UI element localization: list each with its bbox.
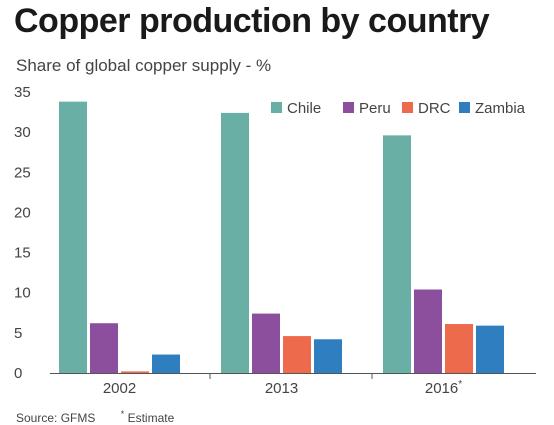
bar-peru-2016 bbox=[414, 289, 442, 373]
y-tick-label: 15 bbox=[14, 245, 31, 262]
bar-zambia-2002 bbox=[152, 354, 180, 373]
legend-swatch-chile bbox=[271, 102, 282, 113]
estimate-marker: * bbox=[120, 409, 125, 419]
y-tick-label: 30 bbox=[14, 124, 31, 141]
estimate-label: Estimate bbox=[127, 411, 175, 425]
legend-swatch-zambia bbox=[459, 102, 470, 113]
x-tick-label: 2002 bbox=[103, 380, 136, 397]
estimate-note: * Estimate bbox=[120, 409, 175, 425]
bar-drc-2002 bbox=[121, 371, 149, 373]
bar-chile-2002 bbox=[59, 101, 87, 374]
legend-label-drc: DRC bbox=[418, 100, 451, 117]
bar-peru-2013 bbox=[252, 313, 280, 373]
chart-footer: Source: GFMS * Estimate bbox=[16, 409, 174, 425]
x-tick-label: 2016* bbox=[425, 379, 462, 397]
bar-drc-2013 bbox=[283, 336, 311, 373]
bar-chile-2013 bbox=[221, 112, 249, 374]
legend-label-peru: Peru bbox=[359, 100, 391, 117]
bar-drc-2016 bbox=[445, 324, 473, 373]
legend-swatch-peru bbox=[343, 102, 354, 113]
y-tick-label: 5 bbox=[14, 325, 22, 342]
y-tick-label: 35 bbox=[14, 84, 31, 101]
legend-label-chile: Chile bbox=[287, 100, 321, 117]
chart-subtitle: Share of global copper supply - % bbox=[16, 56, 272, 75]
bar-chile-2016 bbox=[383, 135, 411, 373]
y-tick-label: 20 bbox=[14, 204, 31, 221]
bar-zambia-2016 bbox=[476, 325, 504, 373]
bar-peru-2002 bbox=[90, 323, 118, 373]
x-tick-label: 2013 bbox=[265, 380, 298, 397]
legend-swatch-drc bbox=[402, 102, 413, 113]
source-note: Source: GFMS bbox=[16, 411, 96, 425]
y-tick-label: 25 bbox=[14, 164, 31, 181]
y-tick-label: 0 bbox=[14, 365, 22, 382]
chart-title: Copper production by country bbox=[14, 2, 490, 40]
bar-zambia-2013 bbox=[314, 339, 342, 373]
y-tick-label: 10 bbox=[14, 285, 31, 302]
legend-label-zambia: Zambia bbox=[475, 100, 526, 117]
